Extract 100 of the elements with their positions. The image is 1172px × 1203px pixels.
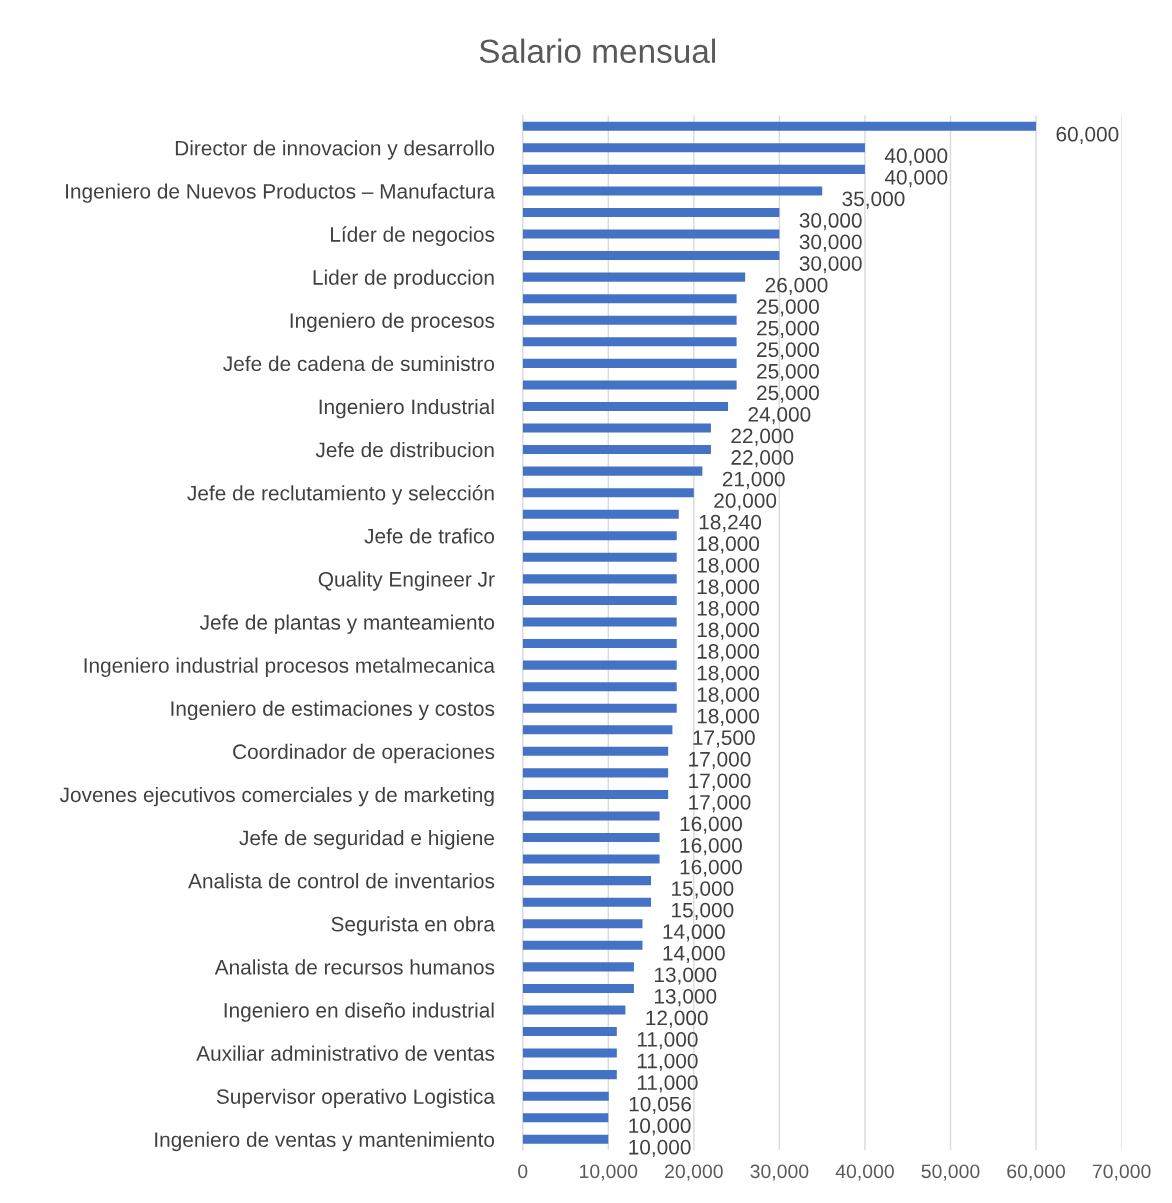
y-tick-label: Jefe de seguridad e higiene xyxy=(239,829,495,850)
chart-title: Salario mensual xyxy=(479,38,716,64)
x-tick-label: 70,000 xyxy=(1092,1164,1151,1181)
bar xyxy=(522,1070,617,1080)
bar xyxy=(522,509,679,519)
y-tick-label: Quality Engineer Jr xyxy=(318,571,495,591)
data-label: 18,000 xyxy=(697,644,760,662)
bar xyxy=(522,251,780,261)
bar xyxy=(522,682,677,692)
bar xyxy=(522,423,711,433)
data-label: 35,000 xyxy=(842,191,905,209)
bar xyxy=(522,358,737,368)
y-tick-label: Analista de recursos humanos xyxy=(214,959,495,975)
data-label: 11,000 xyxy=(637,1053,698,1071)
data-label: 15,000 xyxy=(672,881,734,899)
data-label: 18,000 xyxy=(697,622,760,640)
data-label: 16,000 xyxy=(680,859,742,877)
bar xyxy=(522,962,634,972)
data-label: 11,000 xyxy=(637,1032,698,1050)
y-tick-label: Ingeniero de procesos xyxy=(290,312,495,333)
data-label: 10,000 xyxy=(629,1118,691,1136)
y-tick-label: Ingeniero de estimaciones y costos xyxy=(171,700,495,721)
data-label: 20,000 xyxy=(714,493,777,511)
bar xyxy=(522,940,643,950)
data-label: 25,000 xyxy=(757,299,819,317)
data-label: 17,000 xyxy=(689,794,751,813)
y-tick-label: Jefe de plantas y manteamiento xyxy=(199,614,495,634)
y-tick-label: Jefe de cadena de suministro xyxy=(223,355,495,372)
data-label: 13,000 xyxy=(654,988,717,1007)
bar xyxy=(522,725,673,735)
data-label: 25,000 xyxy=(757,342,819,360)
y-tick-label: Jefe de distribucion xyxy=(315,442,494,458)
data-label: 14,000 xyxy=(663,924,725,942)
bar xyxy=(522,617,677,627)
data-label: 24,000 xyxy=(748,407,811,425)
data-label: 10,000 xyxy=(629,1139,691,1158)
y-tick-label: Supervisor operativo Logistica xyxy=(216,1088,495,1109)
bar xyxy=(522,488,694,498)
y-tick-label: Ingeniero Industrial xyxy=(319,398,494,419)
bar xyxy=(522,401,729,411)
y-tick-label: Ingeniero de Nuevos Productos – Manufactura xyxy=(66,183,495,203)
bar xyxy=(522,294,737,304)
bar xyxy=(522,531,677,541)
data-label: 18,000 xyxy=(697,557,760,576)
data-label: 17,000 xyxy=(689,751,751,770)
bar xyxy=(522,229,780,239)
y-tick-label: Lider de produccion xyxy=(313,269,494,290)
data-label: 18,240 xyxy=(699,514,762,532)
bar xyxy=(522,1113,609,1123)
y-tick-label: Coordinador de operaciones xyxy=(233,743,495,764)
y-tick-label: Director de innovacion y desarrollo xyxy=(175,140,495,160)
bar xyxy=(522,660,677,670)
data-label: 30,000 xyxy=(799,234,862,252)
bar xyxy=(522,811,660,821)
x-tick-label: 10,000 xyxy=(580,1164,638,1181)
data-label: 14,000 xyxy=(663,945,725,964)
data-label: 16,000 xyxy=(680,816,742,834)
data-label: 22,000 xyxy=(731,450,794,468)
bar xyxy=(522,380,737,390)
bar xyxy=(522,164,865,174)
bar xyxy=(522,639,677,649)
data-label: 25,000 xyxy=(757,363,819,382)
bar xyxy=(522,768,669,778)
bar xyxy=(522,1091,609,1101)
data-label: 25,000 xyxy=(757,320,819,339)
data-label: 16,000 xyxy=(680,838,742,856)
y-tick-label: Jovenes ejecutivos comerciales y de marketing xyxy=(59,786,494,807)
data-label: 30,000 xyxy=(799,256,862,274)
data-label: 30,000 xyxy=(799,213,862,231)
bar xyxy=(522,897,652,907)
data-label: 21,000 xyxy=(722,471,785,489)
data-label: 60,000 xyxy=(1056,126,1119,145)
bar xyxy=(522,1048,617,1058)
bar xyxy=(522,315,737,325)
y-tick-label: Analista de control de inventarios xyxy=(188,873,495,889)
bar xyxy=(522,337,737,347)
x-tick-label: 60,000 xyxy=(1007,1164,1066,1181)
bar xyxy=(522,466,703,476)
bar xyxy=(522,789,669,799)
y-tick-label: Jefe de reclutamiento y selección xyxy=(187,485,494,505)
bar xyxy=(522,919,643,929)
x-tick-label: 30,000 xyxy=(750,1164,809,1181)
x-tick-label: 50,000 xyxy=(921,1164,980,1181)
y-tick-label: Ingeniero industrial procesos metalmecanica xyxy=(84,657,495,677)
data-label: 22,000 xyxy=(731,428,794,446)
data-label: 18,000 xyxy=(697,579,760,597)
y-tick-label: Jefe de trafico xyxy=(364,528,495,544)
bar xyxy=(522,207,780,218)
bar xyxy=(522,121,1037,131)
data-label: 15,000 xyxy=(672,902,734,920)
data-label: 11,000 xyxy=(637,1075,698,1093)
y-tick-label: Segurista en obra xyxy=(331,916,495,936)
x-tick-label: 20,000 xyxy=(665,1164,723,1181)
bar xyxy=(522,703,677,713)
x-tick-label: 0 xyxy=(518,1164,528,1179)
bar xyxy=(522,143,865,153)
bar xyxy=(522,445,711,455)
data-label: 18,000 xyxy=(697,601,760,619)
data-label: 40,000 xyxy=(884,148,948,166)
data-label: 18,000 xyxy=(697,687,760,705)
